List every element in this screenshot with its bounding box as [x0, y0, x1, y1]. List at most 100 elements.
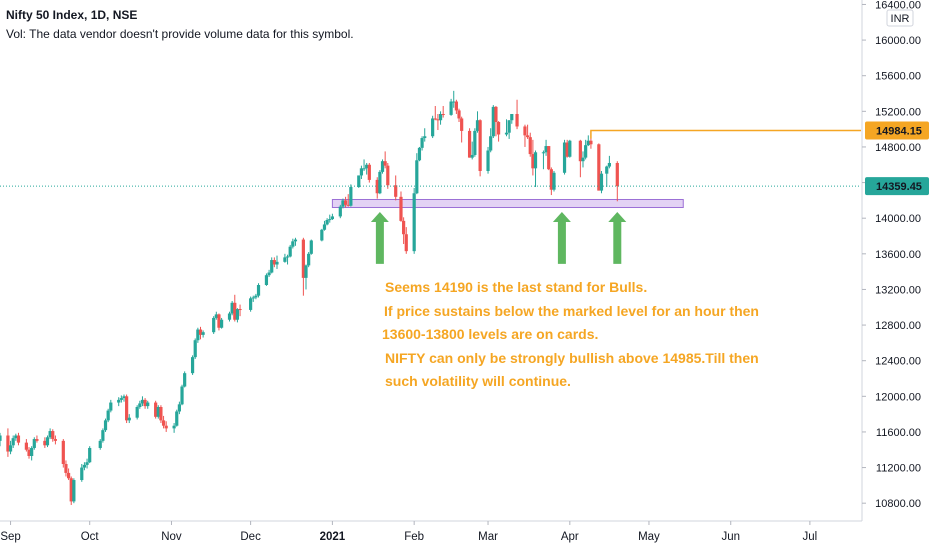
- candle: [494, 105, 498, 137]
- candle: [109, 399, 113, 413]
- candle: [69, 476, 73, 505]
- candle-body: [127, 417, 131, 421]
- candle-body: [562, 142, 567, 173]
- candle: [357, 175, 361, 188]
- candle: [362, 159, 366, 171]
- candle: [349, 184, 353, 207]
- candle-body: [523, 126, 527, 136]
- volume-note: Vol: The data vendor doesn't provide vol…: [6, 27, 354, 41]
- candle: [35, 435, 39, 443]
- candle: [615, 161, 619, 202]
- candle: [201, 330, 205, 338]
- candle-body: [156, 407, 160, 417]
- candle: [214, 311, 218, 320]
- annotation-text[interactable]: Seems 14190 is the last stand for Bulls.…: [382, 276, 759, 394]
- candle-body: [581, 157, 585, 162]
- candle-body: [161, 420, 166, 426]
- candle-body: [164, 425, 168, 429]
- candle-body: [568, 140, 572, 157]
- annotation-line: Seems 14190 is the last stand for Bulls.: [385, 279, 648, 295]
- candle: [183, 371, 187, 388]
- time-tick-label: May: [638, 531, 660, 543]
- candle: [343, 196, 348, 208]
- candle: [341, 198, 345, 209]
- candle-body: [275, 261, 279, 265]
- resistance-price-label: 14984.15: [865, 121, 929, 140]
- candle: [547, 146, 551, 171]
- candle: [431, 115, 435, 139]
- candle: [177, 401, 181, 415]
- candle-body: [219, 319, 224, 328]
- candle: [457, 108, 461, 123]
- time-tick-label: Mar: [478, 531, 498, 543]
- candle-body: [53, 439, 57, 441]
- candle: [365, 162, 369, 175]
- candle: [45, 435, 50, 448]
- candle: [8, 440, 13, 455]
- candle-body: [214, 314, 218, 318]
- candle: [251, 295, 255, 302]
- candle-body: [109, 402, 113, 411]
- currency-label: INR: [891, 13, 910, 25]
- candle: [417, 146, 422, 162]
- candle: [14, 433, 18, 441]
- candle: [301, 237, 305, 296]
- symbol-title[interactable]: Nifty 50 Index, 1D, NSE: [6, 8, 138, 22]
- candle: [190, 355, 195, 375]
- candle-body: [48, 431, 52, 438]
- candle: [127, 414, 131, 424]
- candle: [454, 99, 458, 114]
- candle-body: [565, 142, 569, 157]
- time-tick-label: Nov: [161, 531, 182, 543]
- up-arrow-marker: [608, 211, 627, 264]
- annotation-line: NIFTY can only be strongly bullish above…: [385, 349, 759, 366]
- candle: [433, 105, 437, 121]
- price-tick-label: 12800.00: [875, 320, 921, 332]
- price-tick-label: 12400.00: [875, 356, 921, 368]
- price-tick-label: 11600.00: [876, 427, 921, 439]
- candle-body: [552, 172, 556, 190]
- candle: [227, 311, 232, 322]
- annotation-line: such volatility will continue.: [385, 373, 571, 389]
- price-tick-label: 12000.00: [875, 391, 921, 403]
- candle: [98, 439, 102, 450]
- candle: [27, 447, 31, 459]
- candle-body: [399, 196, 403, 221]
- price-tick-label: 13200.00: [875, 284, 921, 296]
- up-arrow-marker: [552, 211, 571, 264]
- candle: [72, 478, 76, 504]
- candle: [346, 194, 350, 207]
- candle: [423, 128, 427, 142]
- candle-body: [338, 206, 342, 217]
- candle-body: [343, 200, 348, 205]
- candle: [380, 159, 385, 174]
- candle: [330, 213, 334, 220]
- candle: [138, 400, 142, 409]
- candle-body: [180, 386, 184, 405]
- candle: [325, 218, 329, 226]
- candle-body: [341, 200, 345, 207]
- candle-body: [404, 234, 408, 252]
- candle-body: [230, 302, 234, 314]
- price-label-text: 14359.45: [876, 181, 922, 193]
- candle-body: [106, 410, 110, 421]
- candle: [143, 398, 147, 409]
- candle: [254, 293, 258, 300]
- candle: [415, 153, 419, 195]
- candle-body: [101, 430, 105, 441]
- candle: [249, 296, 253, 312]
- candle: [198, 326, 203, 340]
- candle: [533, 150, 538, 188]
- candle: [510, 113, 514, 124]
- candle: [43, 437, 47, 448]
- candle-body: [599, 173, 604, 191]
- candle: [283, 253, 287, 263]
- candle: [193, 338, 197, 359]
- candle-body: [365, 164, 369, 169]
- candle: [230, 301, 234, 316]
- candle-body: [103, 420, 108, 431]
- chart-legend: Nifty 50 Index, 1D, NSE Vol: The data ve…: [6, 6, 354, 44]
- candle-body: [433, 118, 437, 120]
- candle: [412, 187, 416, 254]
